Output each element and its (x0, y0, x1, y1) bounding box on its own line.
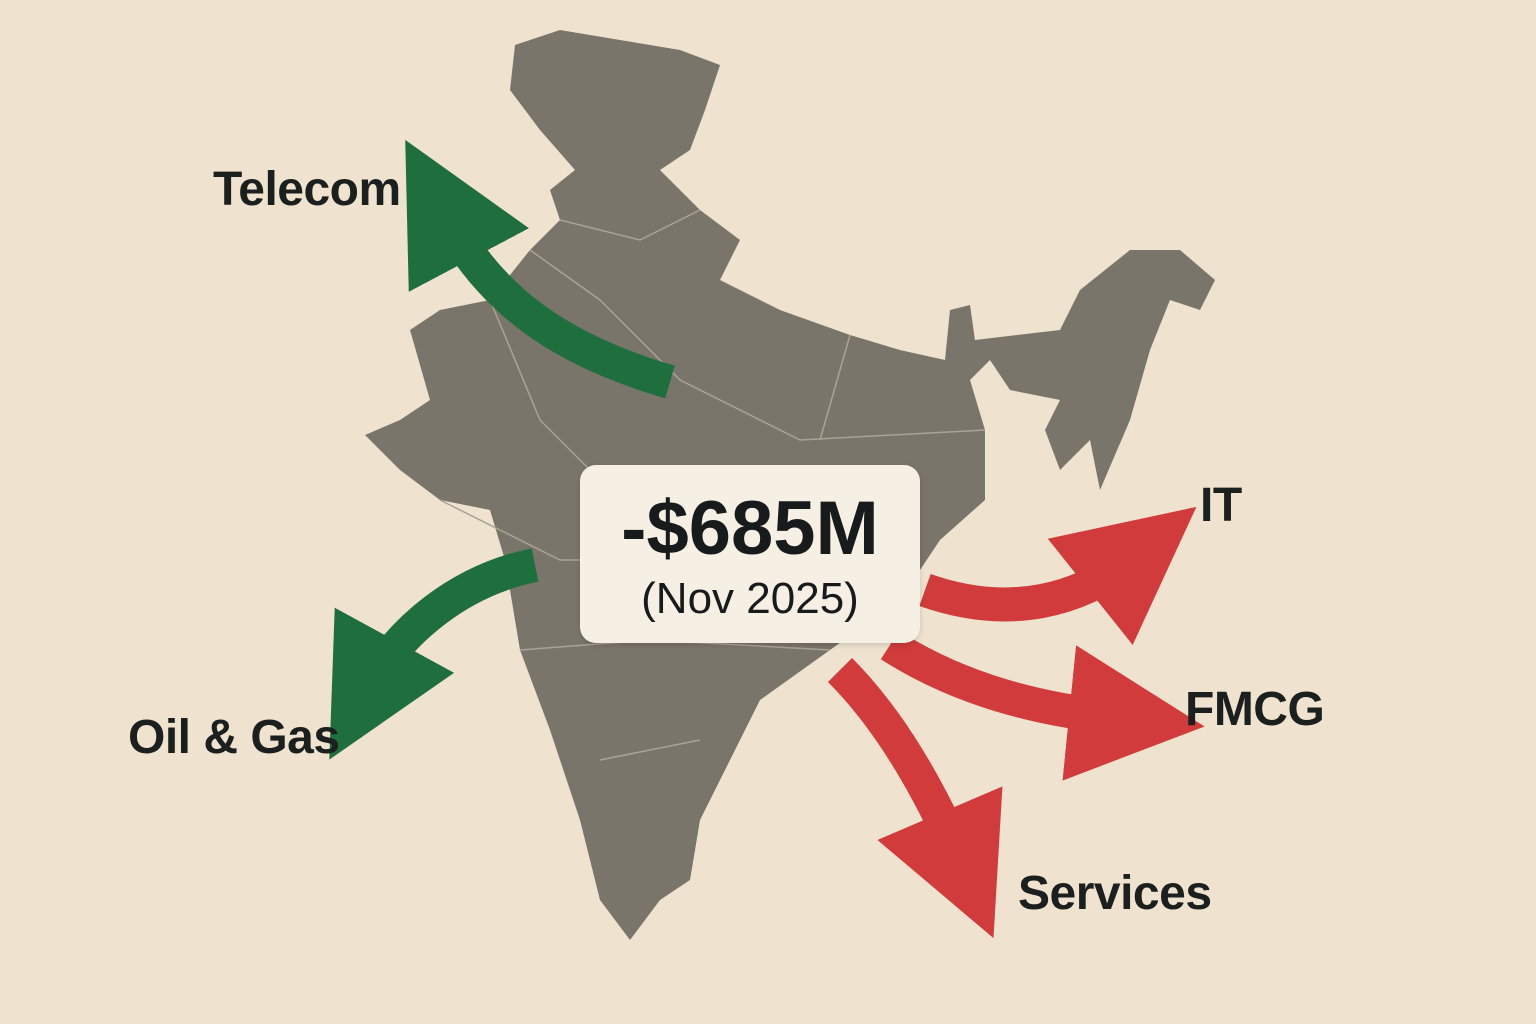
telecom-arrow (405, 139, 675, 399)
sector-label-services: Services (1018, 867, 1212, 920)
sector-label-fmcg: FMCG (1185, 683, 1325, 736)
period-label: (Nov 2025) (641, 574, 859, 623)
fmcg-arrow (880, 630, 1205, 781)
services-arrow (827, 657, 1003, 939)
sector-label-telecom: Telecom (213, 163, 401, 216)
sector-label-oil-gas: Oil & Gas (128, 711, 340, 764)
it-arrow (919, 506, 1197, 645)
net-flow-amount: -$685M (621, 486, 879, 571)
headline-card: -$685M (Nov 2025) (580, 465, 920, 643)
sector-label-it: IT (1200, 479, 1242, 532)
oil-gas-arrow (329, 548, 539, 760)
